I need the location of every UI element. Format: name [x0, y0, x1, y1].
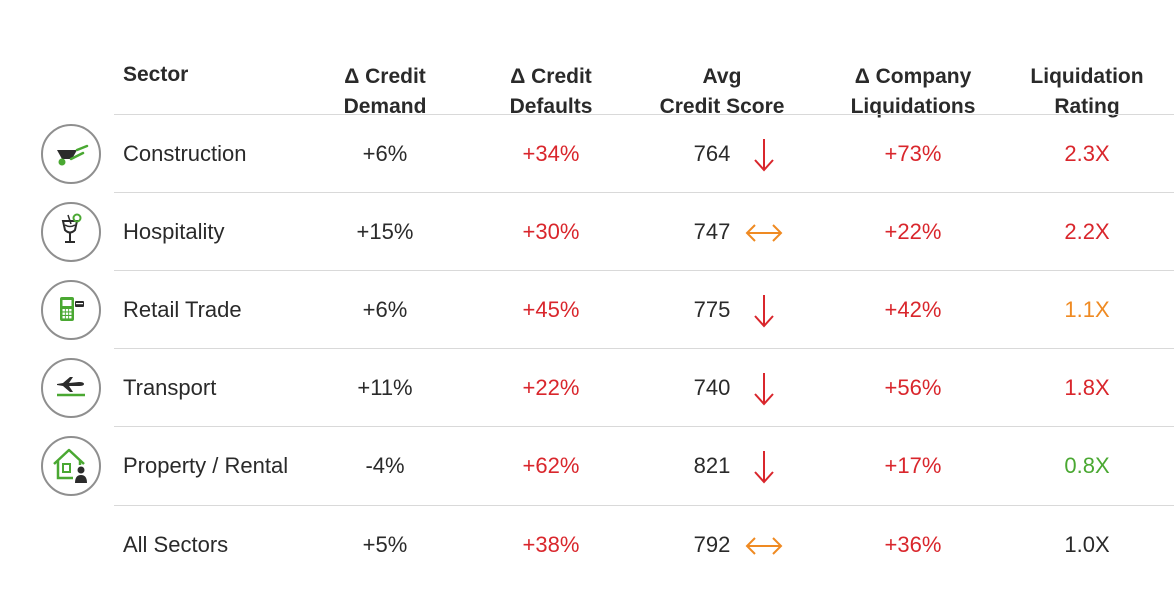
company-liquidations-value: +56% — [884, 375, 942, 400]
trend-down-arrow-icon — [752, 137, 776, 178]
trend-flat-arrow-icon — [744, 534, 784, 563]
credit-demand-value: +6% — [362, 297, 408, 322]
company-liquidations-value: +36% — [884, 532, 942, 557]
table-row: Hospitality +15% +30% 747 +22% 2.2X — [0, 193, 1174, 271]
credit-defaults-value: +62% — [522, 453, 580, 478]
table-row: Transport +11% +22% 740 +56% 1.8X — [0, 349, 1174, 427]
header-liquidation-rating-label: Liquidation Rating — [1030, 65, 1144, 118]
avg-credit-score-value: 740 — [693, 375, 731, 400]
row-divider — [114, 192, 1174, 193]
table-header: Sector Δ Credit Demand Δ Credit Defaults… — [0, 0, 1174, 118]
row-divider — [114, 505, 1174, 506]
house-person-icon — [41, 436, 101, 496]
table-row: Retail Trade +6% +45% 775 +42% 1.1X — [0, 271, 1174, 349]
liquidation-rating-value: 1.1X — [1064, 297, 1110, 322]
credit-demand-value: +6% — [362, 141, 408, 166]
header-sector: Sector — [123, 30, 188, 90]
sector-name: Hospitality — [123, 219, 225, 244]
header-company-liquidations-label: Δ Company Liquidations — [850, 65, 976, 118]
trend-down-arrow-icon — [752, 293, 776, 334]
table-row: Construction +6% +34% 764 +73% 2.3X — [0, 115, 1174, 193]
row-divider — [114, 348, 1174, 349]
trend-flat-arrow-icon — [744, 221, 784, 250]
wheelbarrow-icon — [41, 124, 101, 184]
credit-demand-value: +11% — [357, 375, 413, 400]
card-terminal-icon — [41, 280, 101, 340]
sector-name: All Sectors — [123, 532, 229, 557]
credit-demand-value: +5% — [362, 532, 408, 557]
company-liquidations-value: +42% — [884, 297, 942, 322]
credit-defaults-value: +34% — [522, 141, 580, 166]
avg-credit-score-value: 792 — [693, 532, 731, 557]
table-row: All Sectors +5% +38% 792 +36% 1.0X — [0, 506, 1174, 584]
sector-name: Transport — [123, 375, 217, 400]
header-avg-credit-score-label: Avg Credit Score — [659, 65, 785, 118]
trend-down-arrow-icon — [752, 371, 776, 412]
company-liquidations-value: +17% — [884, 453, 942, 478]
sector-name: Property / Rental — [123, 453, 289, 478]
table-row: Property / Rental -4% +62% 821 +17% 0.8X — [0, 427, 1174, 505]
liquidation-rating-value: 1.0X — [1064, 532, 1110, 557]
header-liquidation-rating: Liquidation Rating — [1030, 32, 1143, 122]
credit-defaults-value: +45% — [522, 297, 580, 322]
avg-credit-score-value: 775 — [693, 297, 731, 322]
credit-defaults-value: +30% — [522, 219, 580, 244]
row-divider — [114, 270, 1174, 271]
header-company-liquidations: Δ Company Liquidations — [851, 32, 976, 122]
airplane-icon — [41, 358, 101, 418]
sector-name: Construction — [123, 141, 247, 166]
header-credit-demand: Δ Credit Demand — [344, 32, 427, 122]
liquidation-rating-value: 1.8X — [1064, 375, 1110, 400]
header-credit-defaults-label: Δ Credit Defaults — [509, 65, 593, 118]
trend-down-arrow-icon — [752, 449, 776, 490]
cocktail-icon — [41, 202, 101, 262]
avg-credit-score-value: 747 — [693, 219, 731, 244]
credit-demand-value: -4% — [365, 453, 405, 478]
header-sector-label: Sector — [123, 63, 189, 86]
credit-defaults-value: +22% — [522, 375, 580, 400]
row-divider — [114, 426, 1174, 427]
credit-defaults-value: +38% — [522, 532, 580, 557]
header-credit-defaults: Δ Credit Defaults — [510, 32, 593, 122]
header-credit-demand-label: Δ Credit Demand — [343, 65, 427, 118]
company-liquidations-value: +22% — [884, 219, 942, 244]
credit-demand-value: +15% — [356, 219, 414, 244]
liquidation-rating-value: 0.8X — [1064, 453, 1110, 478]
company-liquidations-value: +73% — [884, 141, 942, 166]
avg-credit-score-value: 764 — [693, 141, 731, 166]
liquidation-rating-value: 2.2X — [1064, 219, 1110, 244]
sector-name: Retail Trade — [123, 297, 242, 322]
avg-credit-score-value: 821 — [693, 453, 731, 478]
header-avg-credit-score: Avg Credit Score — [660, 32, 785, 122]
liquidation-rating-value: 2.3X — [1064, 141, 1110, 166]
row-divider — [114, 114, 1174, 115]
